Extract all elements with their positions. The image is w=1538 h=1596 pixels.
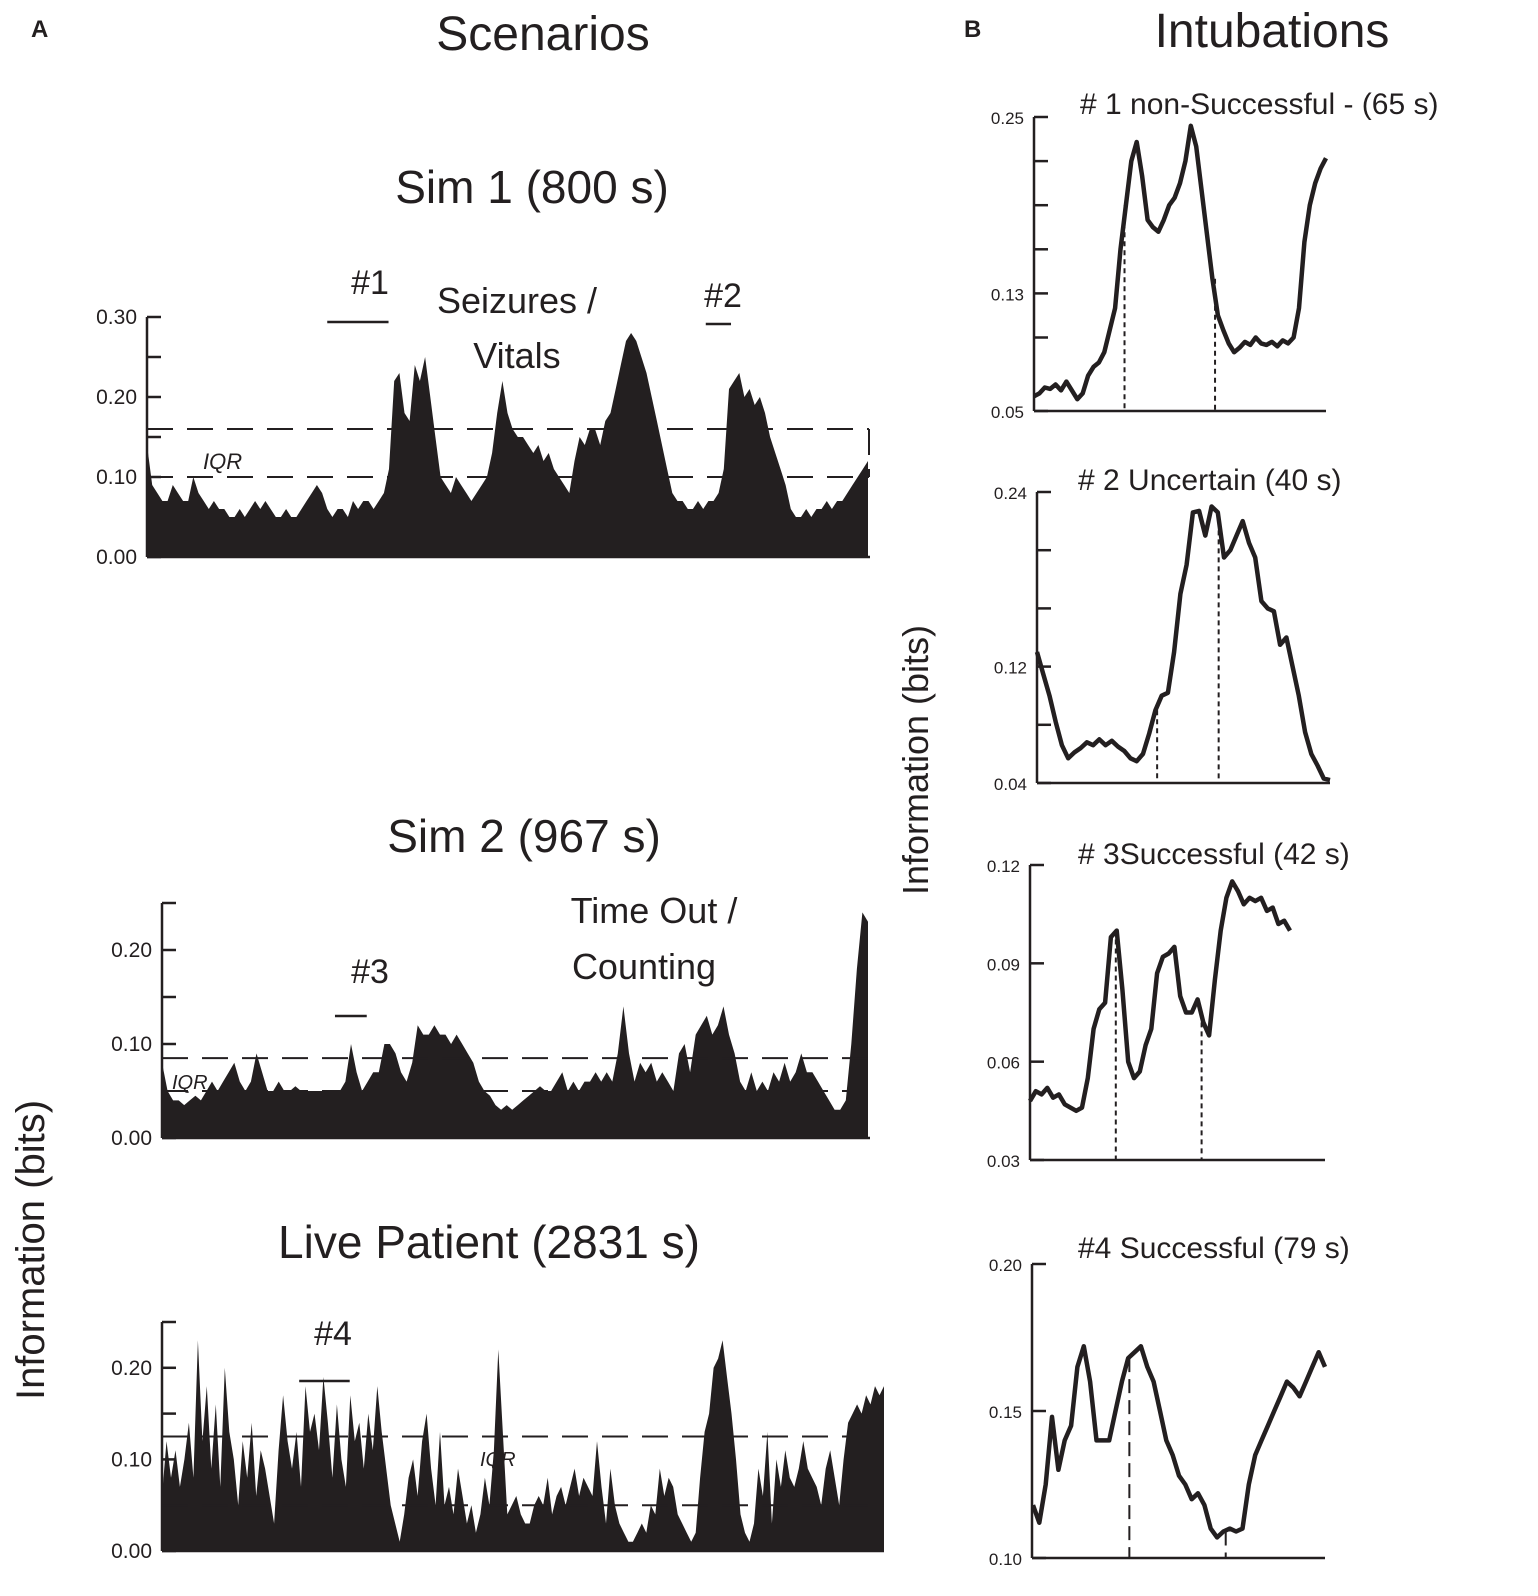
sim1-tick-label: 0.30 [96, 306, 137, 329]
int1-tick-label: 0.05 [991, 403, 1024, 422]
int4-tick-label: 0.10 [989, 1550, 1022, 1569]
sim1-event-1-label: #1 [351, 264, 389, 302]
live-event-4-label: #4 [314, 1315, 352, 1353]
intubation-1-chart: # 1 non-Successful - (65 s) 0.05 0.13 0.25 [991, 88, 1439, 422]
sim1-tick-label: 0.10 [96, 466, 137, 489]
int4-tick-label: 0.20 [989, 1256, 1022, 1275]
live-tick-label: 0.20 [111, 1357, 152, 1380]
live-area-series [162, 1340, 884, 1551]
sim2-chart: Sim 2 (967 s) #3 Time Out / Counting IQR… [111, 810, 870, 1150]
sim2-tick-label: 0.10 [111, 1033, 152, 1056]
panel-b-letter: B [964, 16, 981, 43]
intubation-4-chart: #4 Successful (79 s) 0.10 0.15 0.20 [989, 1232, 1350, 1569]
int4-title: #4 Successful (79 s) [1078, 1232, 1350, 1265]
intubation-2-chart: # 2 Uncertain (40 s) 0.04 0.12 0.24 [994, 464, 1342, 794]
int4-tick-label: 0.15 [989, 1403, 1022, 1422]
sim1-annotation-seizures: Seizures / [437, 280, 597, 321]
int2-tick-label: 0.04 [994, 775, 1027, 794]
sim2-annotation-counting: Counting [572, 946, 716, 987]
ylabel-middle: Information (bits) [895, 625, 936, 895]
int2-tick-label: 0.24 [994, 484, 1027, 503]
sim2-annotation-timeout: Time Out / [571, 890, 738, 931]
int1-tick-label: 0.25 [991, 109, 1024, 128]
int4-series-line [1030, 1344, 1328, 1540]
sim2-area-series [162, 912, 868, 1138]
sim2-tick-label: 0.20 [111, 939, 152, 962]
sim1-annotation-vitals: Vitals [473, 335, 560, 376]
sim1-tick-label: 0.00 [96, 546, 137, 569]
int3-tick-label: 0.09 [987, 955, 1020, 974]
int1-series-line [1032, 123, 1328, 402]
int3-tick-label: 0.03 [987, 1152, 1020, 1171]
sim2-title: Sim 2 (967 s) [387, 810, 661, 862]
int3-title: # 3Successful (42 s) [1078, 838, 1350, 871]
sim2-tick-label: 0.00 [111, 1127, 152, 1150]
live-tick-label: 0.10 [111, 1448, 152, 1471]
live-chart: Live Patient (2831 s) #4 IQR 0.000.100.2… [111, 1216, 884, 1563]
sim1-tick-label: 0.20 [96, 386, 137, 409]
int2-title: # 2 Uncertain (40 s) [1078, 464, 1341, 497]
int2-tick-label: 0.12 [994, 659, 1027, 678]
live-tick-label: 0.00 [111, 1540, 152, 1563]
sim1-event-2-label: #2 [704, 277, 742, 315]
panel-a-letter: A [31, 16, 48, 43]
sim1-chart: Sim 1 (800 s) #1 #2 Seizures / Vitals IQ… [96, 161, 870, 569]
live-title: Live Patient (2831 s) [278, 1216, 700, 1268]
panel-a-title: Scenarios [436, 8, 649, 61]
ylabel-left: Information (bits) [9, 1100, 53, 1400]
sim1-area-series [147, 333, 868, 557]
sim1-iqr-label: IQR [203, 449, 242, 474]
int3-tick-label: 0.12 [987, 857, 1020, 876]
int3-tick-label: 0.06 [987, 1054, 1020, 1073]
int2-series-line [1034, 504, 1331, 783]
sim2-event-3-label: #3 [351, 953, 389, 991]
sim2-iqr-label: IQR [172, 1072, 208, 1094]
intubation-3-chart: # 3Successful (42 s) 0.03 0.06 0.09 0.12 [987, 838, 1350, 1171]
int1-tick-label: 0.13 [991, 285, 1024, 304]
int1-title: # 1 non-Successful - (65 s) [1080, 88, 1439, 121]
int3-series-line [1028, 879, 1292, 1114]
sim1-title: Sim 1 (800 s) [395, 161, 669, 213]
panel-b-title: Intubations [1155, 5, 1390, 58]
